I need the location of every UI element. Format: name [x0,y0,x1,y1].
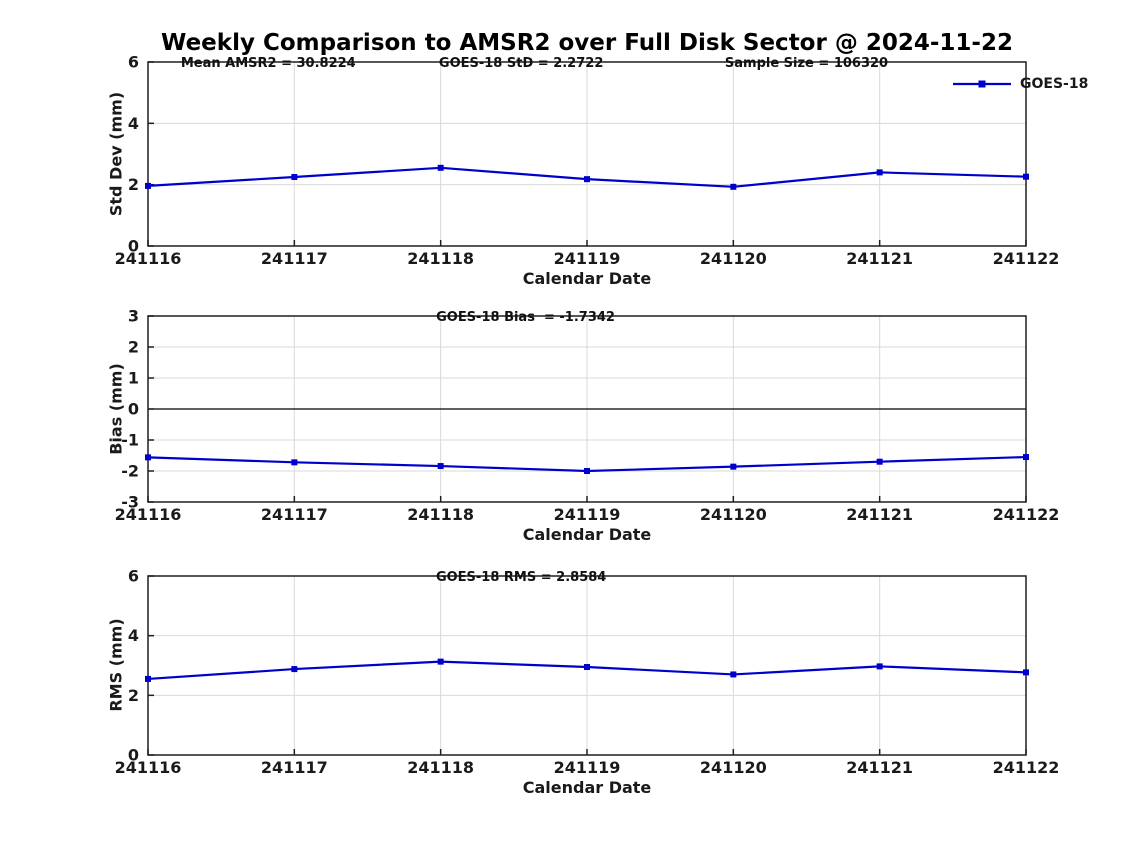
x-tick-label: 241121 [846,249,913,268]
data-point-marker [1023,173,1029,180]
y-tick-label: 4 [128,114,139,133]
data-point-marker [876,458,883,465]
x-tick-label: 241117 [261,505,328,524]
y-tick-label: 4 [128,626,139,645]
annotation: Mean AMSR2 = 30.8224 [181,56,356,71]
stddev-plot: 241116 241117 241118 241119 241120 241121 2411… [115,53,1060,269]
data-point-marker [876,169,883,176]
x-tick-label: 241117 [261,758,328,777]
y-tick-label: -3 [121,493,139,512]
x-tick-label: 241118 [407,505,474,524]
data-point-marker [1023,454,1029,461]
x-tick-label: 241119 [554,505,621,524]
data-point-marker [145,675,151,682]
x-tick-label: 241116 [115,505,182,524]
annotation: GOES-18 StD = 2.2722 [439,56,603,71]
x-tick-label: 241121 [846,758,913,777]
y-tick-label: -2 [121,462,139,481]
x-tick-label: 241122 [993,505,1060,524]
x-tick-label: 241118 [407,758,474,777]
x-tick-label: 241118 [407,249,474,268]
rms-plot: 241116 241117 241118 241119 241120 241121 2411… [115,567,1060,778]
data-point-marker [437,658,444,665]
data-point-marker [876,663,883,670]
legend: GOES-18 [953,76,1088,92]
figure-title: Weekly Comparison to AMSR2 over Full Dis… [161,30,1013,56]
y-tick-label: 3 [128,307,139,326]
legend-line-marker-icon [953,80,1011,88]
y-tick-label: 6 [128,53,139,72]
x-tick-label: 241120 [700,505,767,524]
rms-y-axis-label: RMS (mm) [106,618,126,712]
data-point-marker [584,468,590,474]
data-point-marker [730,183,737,190]
data-point-marker [291,459,298,466]
data-point-marker [145,182,151,189]
x-tick-label: 241120 [700,758,767,777]
data-point-marker [437,463,444,470]
x-tick-label: 241116 [115,249,182,268]
y-tick-label: 2 [128,686,139,705]
y-tick-label: 2 [128,338,139,357]
y-tick-label: 1 [128,369,139,388]
y-tick-label: 0 [128,400,139,419]
annotation: Sample Size = 106320 [725,56,888,71]
bias-x-axis-label: Calendar Date [522,525,652,544]
y-tick-label: 6 [128,567,139,586]
data-point-marker [437,164,444,171]
x-tick-label: 241116 [115,758,182,777]
y-tick-label: -1 [121,431,139,450]
data-point-marker [1023,669,1029,676]
data-point-marker [145,454,151,461]
data-point-marker [291,174,298,180]
annotation: GOES-18 RMS = 2.8584 [436,570,606,585]
x-tick-label: 241122 [993,249,1060,268]
legend-label: GOES-18 [1020,76,1089,92]
stddev-y-axis-label: Std Dev (mm) [106,91,126,217]
x-tick-label: 241117 [261,249,328,268]
x-tick-label: 241119 [554,249,621,268]
annotation: GOES-18 Bias = -1.7342 [436,310,615,325]
rms-x-axis-label: Calendar Date [522,778,652,797]
x-tick-label: 241120 [700,249,767,268]
data-point-marker [730,671,737,678]
data-point-marker [291,666,298,673]
data-point-marker [584,176,590,183]
x-tick-label: 241121 [846,505,913,524]
stddev-x-axis-label: Calendar Date [522,269,652,288]
y-tick-label: 0 [128,746,139,765]
data-point-marker [584,663,590,670]
x-tick-label: 241119 [554,758,621,777]
y-tick-label: 0 [128,237,139,256]
x-tick-label: 241122 [993,758,1060,777]
data-point-marker [730,463,737,470]
bias-plot: 241116 241117 241118 241119 241120 241121 2411… [115,307,1060,525]
y-tick-label: 2 [128,175,139,194]
